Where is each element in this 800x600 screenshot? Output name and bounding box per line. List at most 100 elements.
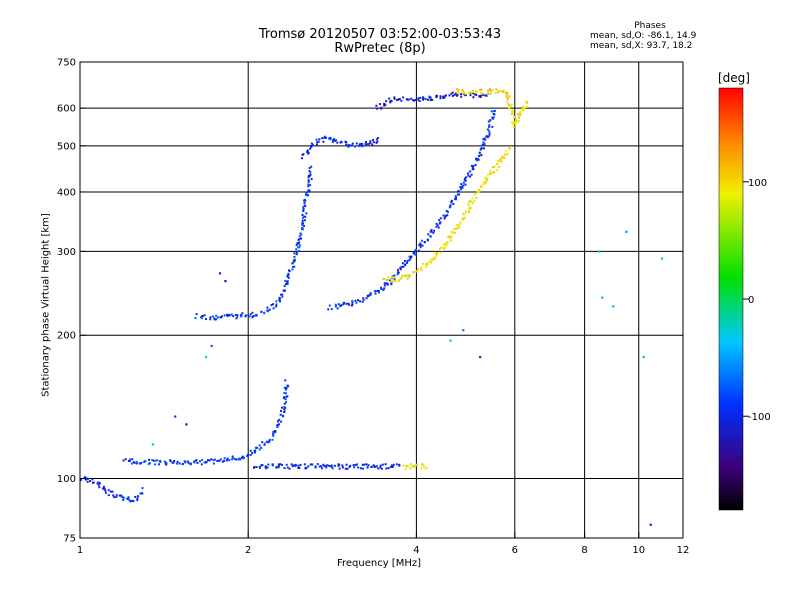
data-point	[372, 464, 375, 467]
data-point	[306, 194, 309, 197]
data-point	[278, 296, 281, 299]
data-point	[428, 95, 431, 98]
data-point	[176, 460, 179, 463]
data-point	[350, 304, 353, 307]
data-point	[513, 116, 516, 119]
data-point	[382, 289, 385, 292]
data-point	[275, 466, 278, 469]
data-point	[418, 244, 421, 247]
data-point	[340, 304, 343, 307]
data-point	[174, 415, 177, 418]
data-point	[462, 184, 465, 187]
data-point	[371, 143, 374, 146]
data-point	[521, 105, 524, 108]
data-point	[293, 255, 296, 258]
data-point	[383, 287, 386, 290]
data-point	[102, 485, 105, 488]
data-point	[481, 92, 484, 95]
data-point	[253, 466, 256, 469]
data-point	[432, 256, 435, 259]
data-point	[334, 305, 337, 308]
x-axis: 1 2 4 6 8 10 12	[77, 532, 689, 556]
data-point	[151, 443, 155, 446]
data-point	[462, 329, 465, 332]
data-point	[307, 152, 310, 155]
data-point	[347, 302, 350, 305]
data-point	[475, 90, 478, 93]
data-point	[355, 301, 358, 304]
data-point	[298, 246, 301, 249]
data-point	[212, 462, 215, 465]
data-point	[438, 247, 441, 250]
data-point	[401, 262, 404, 265]
data-point	[310, 146, 313, 149]
x-tick-label: 8	[581, 545, 587, 556]
data-point	[404, 264, 407, 267]
data-point	[307, 465, 310, 468]
data-point	[279, 463, 282, 466]
data-point	[498, 159, 501, 162]
data-point	[447, 236, 450, 239]
data-points	[79, 88, 664, 526]
colorbar	[718, 87, 744, 511]
data-point	[376, 140, 379, 143]
data-point	[128, 460, 131, 463]
data-point	[372, 138, 375, 141]
data-point	[199, 460, 202, 463]
data-point	[519, 113, 522, 116]
data-point	[351, 303, 354, 306]
data-point	[478, 189, 481, 192]
data-point	[411, 99, 414, 102]
data-point	[393, 96, 396, 99]
data-point	[467, 203, 470, 206]
data-point	[364, 143, 367, 146]
data-point	[451, 231, 454, 234]
data-point	[122, 496, 125, 499]
data-point	[354, 145, 357, 148]
data-point	[427, 233, 430, 236]
data-point	[236, 314, 239, 317]
data-point	[486, 92, 489, 95]
data-point	[130, 462, 133, 465]
data-point	[309, 171, 312, 174]
data-point	[86, 480, 89, 483]
data-point	[200, 317, 203, 320]
data-point	[302, 207, 305, 210]
data-point	[383, 278, 386, 281]
data-point	[432, 231, 435, 234]
data-point	[169, 460, 172, 463]
data-point	[266, 466, 269, 469]
data-point	[284, 398, 287, 401]
data-point	[443, 95, 446, 98]
data-point	[462, 181, 465, 184]
data-point	[461, 218, 464, 221]
data-point	[372, 141, 375, 144]
data-point	[331, 140, 334, 143]
data-point	[329, 138, 332, 141]
data-point	[91, 478, 94, 481]
data-point	[346, 467, 349, 470]
data-point	[375, 141, 378, 144]
data-point	[380, 467, 383, 470]
data-point	[440, 246, 443, 249]
data-point	[470, 173, 473, 176]
data-point	[309, 147, 312, 150]
data-point	[419, 242, 422, 245]
data-point	[305, 212, 308, 215]
data-point	[476, 159, 479, 162]
data-point	[496, 91, 499, 94]
data-point	[258, 448, 261, 451]
data-point	[504, 91, 507, 94]
data-point	[115, 494, 118, 497]
data-point	[396, 273, 399, 276]
data-point	[493, 171, 496, 174]
data-point	[317, 140, 320, 143]
data-point	[299, 237, 302, 240]
data-point	[304, 199, 307, 202]
data-point	[480, 153, 483, 156]
data-point	[468, 200, 471, 203]
data-point	[477, 188, 480, 191]
data-point	[452, 202, 455, 205]
data-point	[370, 465, 373, 468]
data-point	[438, 222, 441, 225]
